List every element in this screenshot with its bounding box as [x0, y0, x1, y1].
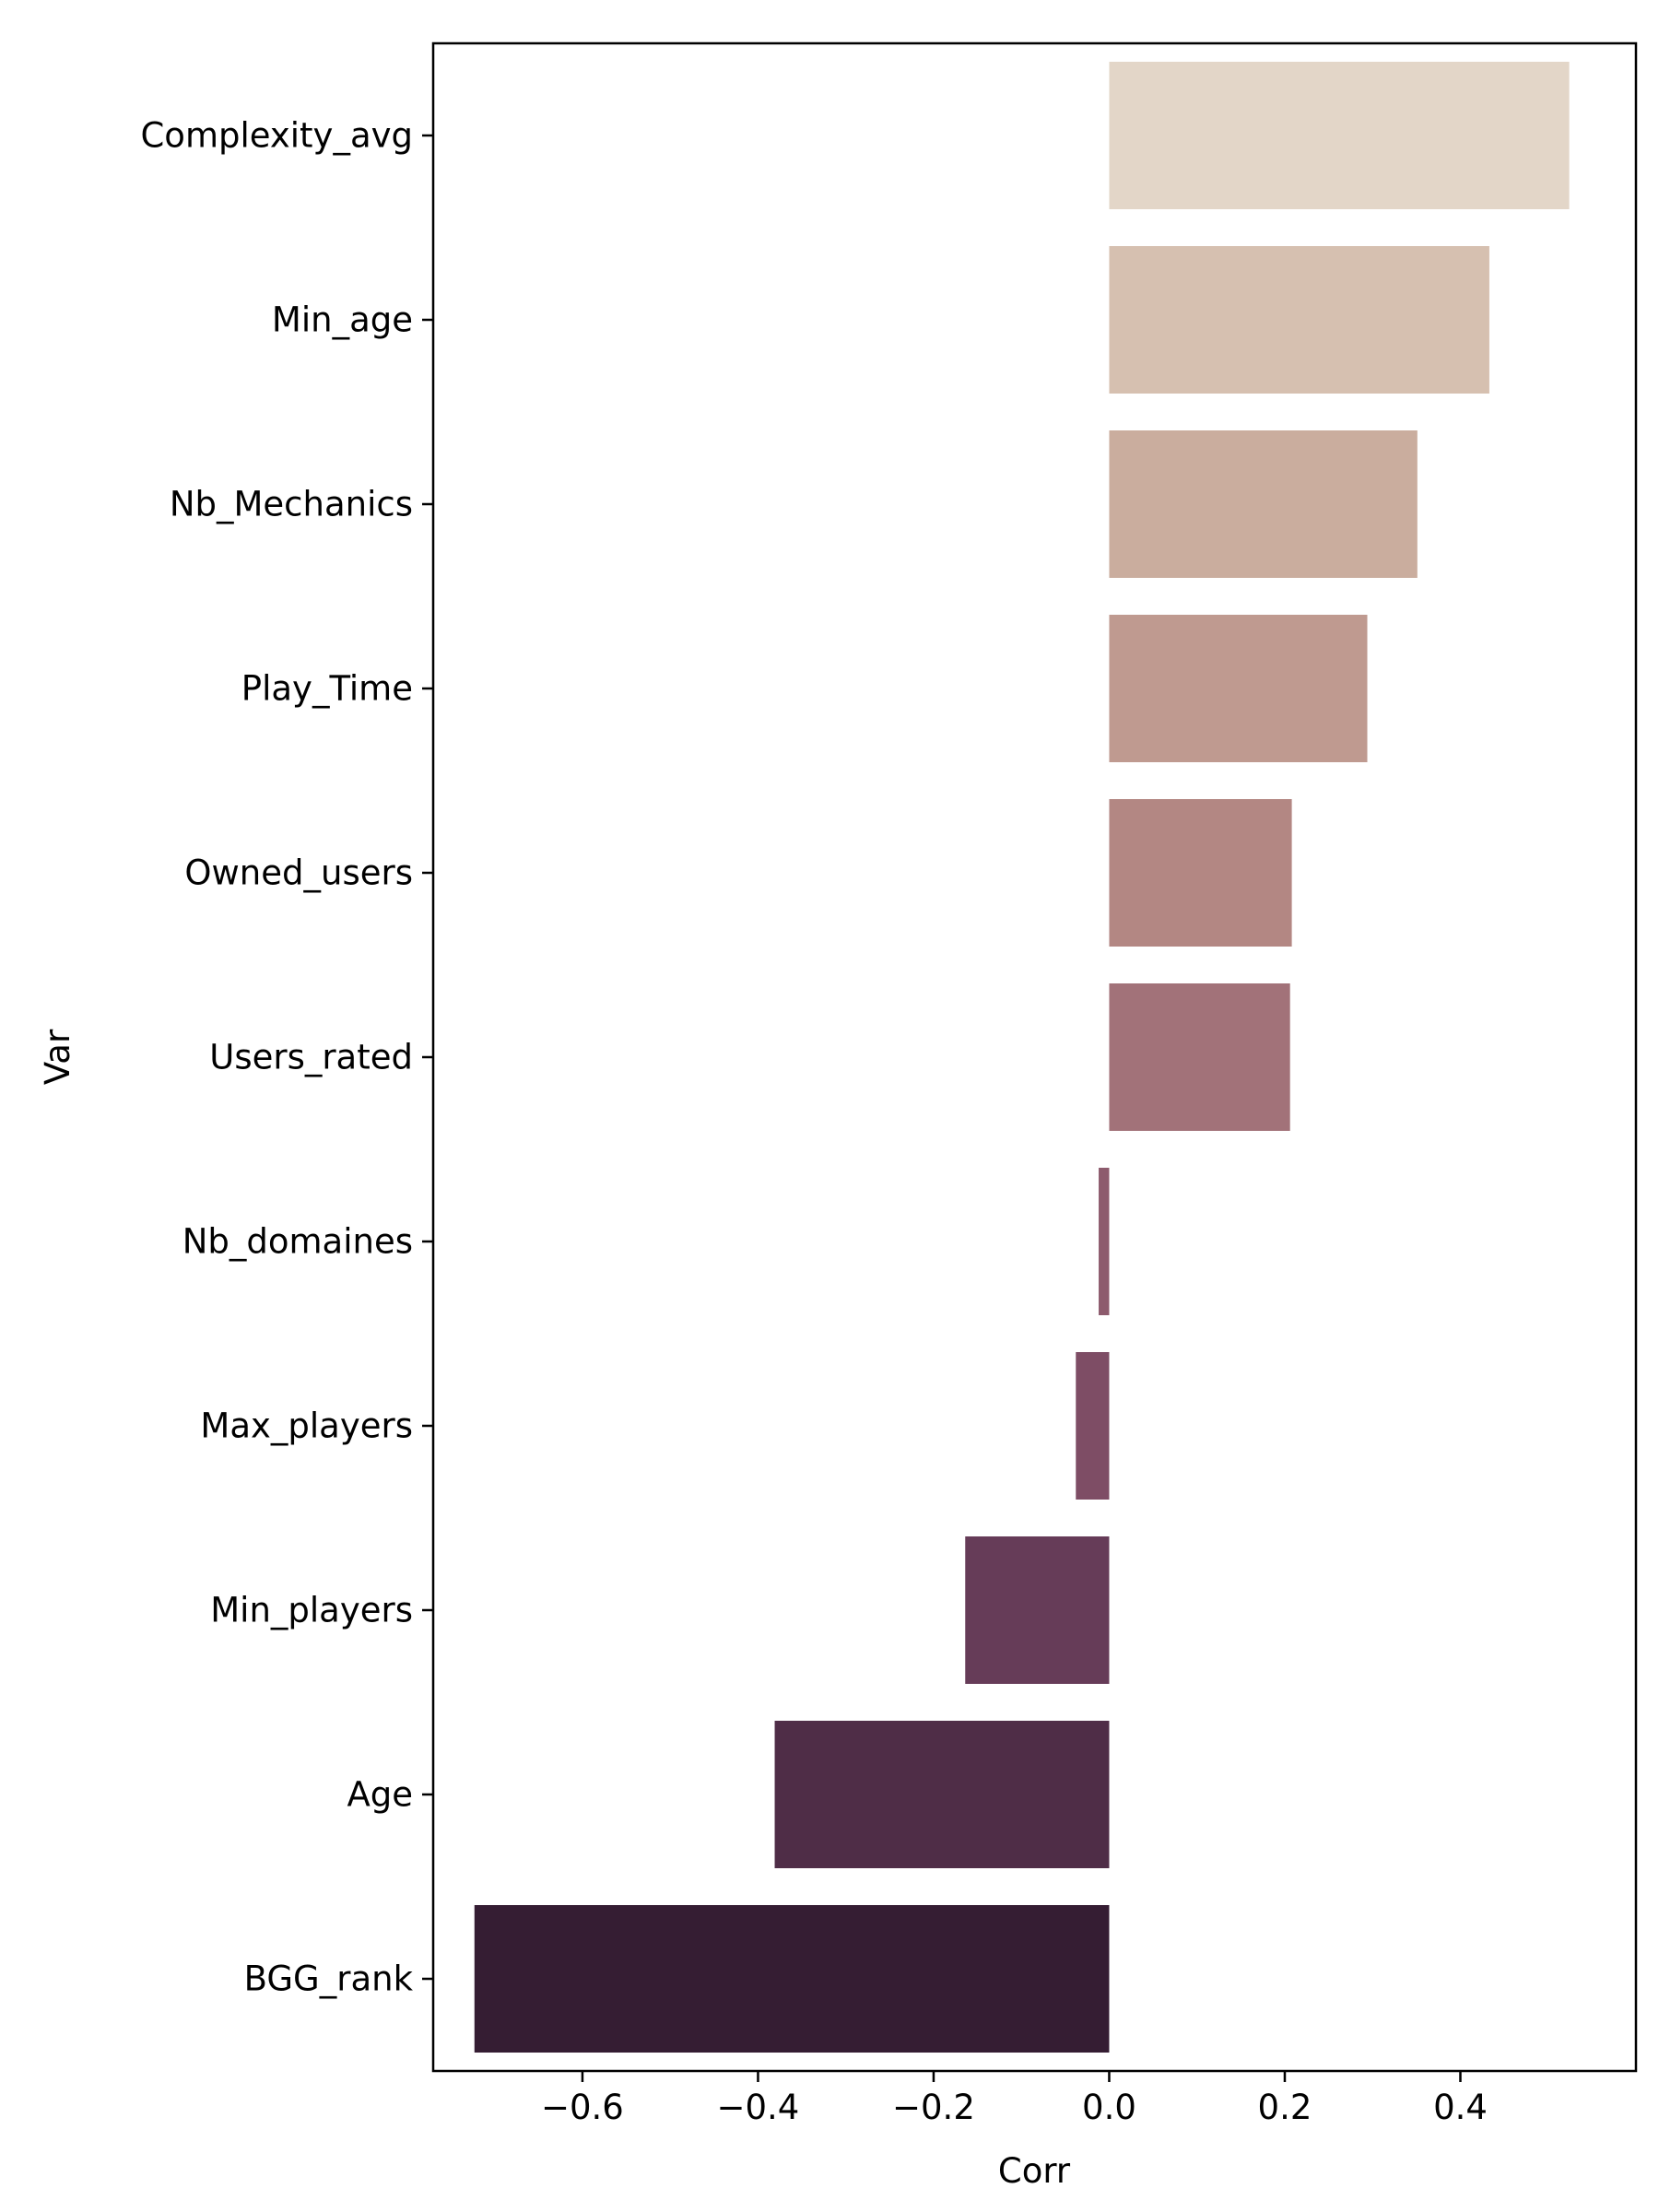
x-tick-label: 0.2 — [1258, 2088, 1312, 2127]
x-axis-label: Corr — [998, 2151, 1071, 2191]
y-tick-label: Nb_domaines — [182, 1222, 413, 1262]
bar-owned-users — [1109, 799, 1292, 947]
y-tick-label: Min_age — [272, 300, 413, 340]
bar-complexity-avg — [1109, 62, 1570, 209]
bar-max-players — [1076, 1352, 1110, 1500]
y-tick-label: Play_Time — [241, 669, 413, 709]
bars-group — [474, 62, 1570, 2053]
y-tick-label: Nb_Mechanics — [170, 485, 413, 524]
y-tick-label: Users_rated — [209, 1038, 413, 1077]
y-tick-label: Complexity_avg — [140, 116, 413, 156]
x-tick-label: 0.0 — [1082, 2088, 1136, 2127]
x-tick-label: −0.4 — [717, 2088, 800, 2127]
y-tick-label: Age — [347, 1775, 413, 1815]
x-tick-label: 0.4 — [1433, 2088, 1488, 2127]
y-axis-label: Var — [38, 1029, 77, 1085]
x-tick-label: −0.2 — [892, 2088, 975, 2127]
plot-frame — [431, 41, 1638, 2073]
bar-min-age — [1109, 246, 1489, 394]
y-tick-label: Owned_users — [184, 853, 413, 893]
bar-age — [774, 1721, 1110, 1868]
y-tick-label: Min_players — [210, 1591, 413, 1630]
bar-bgg-rank — [474, 1905, 1110, 2053]
bar-nb-mechanics — [1109, 430, 1418, 578]
bar-play-time — [1109, 615, 1368, 762]
y-tick-label: Max_players — [200, 1406, 413, 1446]
x-tick-label: −0.6 — [541, 2088, 624, 2127]
bar-min-players — [965, 1536, 1110, 1684]
bar-users-rated — [1109, 983, 1290, 1131]
bar-nb-domaines — [1099, 1168, 1110, 1315]
y-tick-label: BGG_rank — [244, 1959, 414, 1999]
x-axis-ticks: −0.6 −0.4 −0.2 0.0 0.2 0.4 — [541, 2071, 1488, 2127]
y-axis-ticks: Complexity_avg Min_age Nb_Mechanics Play_Ti… — [140, 116, 433, 1999]
